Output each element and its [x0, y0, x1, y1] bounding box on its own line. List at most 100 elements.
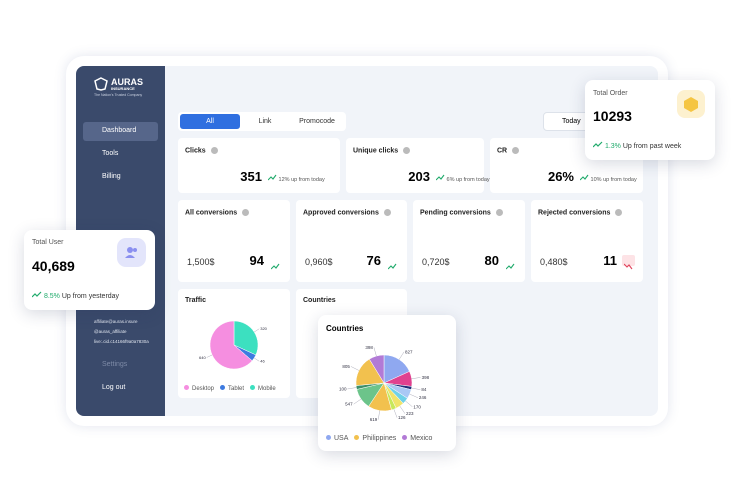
slice-label: 640 [199, 355, 206, 360]
leader-line [353, 398, 362, 405]
leader-line [347, 387, 357, 390]
slice-label: 320 [260, 326, 267, 331]
help-icon [383, 209, 391, 216]
slice-label: 46 [260, 359, 265, 364]
traffic-pie: 320 46 640 [199, 320, 268, 370]
conversion-amount: 0,480$ [540, 257, 568, 267]
total-user-value: 40,689 [32, 258, 75, 274]
leader-line [399, 405, 406, 414]
slice-label: 398 [365, 345, 373, 350]
leader-line [411, 377, 421, 379]
stat-change-text: 10% up from today [590, 177, 637, 183]
legend-item: Philippines [354, 435, 396, 442]
total-user-popup: Total User 40,689 8.5% Up from yesterday [24, 230, 155, 310]
legend-item: Desktop [184, 385, 215, 392]
nav-item[interactable]: Settings [102, 361, 128, 368]
stat-change-text: 6% up from today [446, 177, 490, 183]
legend-text: USA [334, 435, 349, 442]
nav-item[interactable]: Billing [102, 173, 121, 180]
legend-swatch [250, 385, 256, 390]
conversion-card: Approved conversions 0,960$ 76 [296, 200, 407, 282]
contact-line: live:.cid.c14166f9a0a7830a [94, 339, 149, 344]
total-user-title: Total User [32, 239, 64, 246]
stat-change-text: 12% up from today [278, 177, 325, 183]
legend-item: USA [326, 435, 348, 442]
legend-swatch [402, 435, 408, 440]
stat-label: Clicks [185, 147, 218, 154]
tab[interactable]: Promocode [299, 118, 335, 125]
trend-icon [269, 255, 282, 270]
help-icon [512, 147, 520, 154]
leader-line [378, 410, 380, 420]
help-icon [615, 209, 623, 216]
tab[interactable]: All [180, 114, 240, 129]
order-icon [677, 90, 705, 118]
slice-label: 805 [342, 364, 350, 369]
stat-label: CR [497, 147, 520, 154]
traffic-title: Traffic [185, 297, 207, 304]
conversion-amount: 1,500$ [187, 257, 215, 267]
slice-label: 619 [370, 417, 378, 422]
leader-line [254, 357, 260, 362]
change-note: Up from yesterday [61, 293, 120, 300]
change-value: 1.3% [604, 143, 621, 150]
contact-line: affiliate@auras.insure [94, 319, 138, 324]
leader-line [373, 347, 377, 357]
total-order-change: 1.3% Up from past week [592, 141, 682, 150]
brand-name: AURAS [111, 77, 144, 87]
conversion-card: All conversions 1,500$ 94 [178, 200, 290, 282]
legend-item: Mobile [250, 385, 276, 392]
leader-line [405, 400, 413, 407]
total-order-title: Total Order [593, 90, 628, 97]
stat-value: 351 [240, 169, 262, 184]
nav-active [83, 122, 158, 141]
slice-label: 170 [413, 404, 421, 409]
conversion-amount: 0,720$ [422, 257, 450, 267]
legend-text: Mobile [258, 386, 276, 392]
change-note: Up from past week [622, 143, 682, 150]
tab[interactable]: Link [258, 118, 272, 125]
nav-item[interactable]: Dashboard [102, 127, 137, 134]
slice-label: 84 [421, 387, 427, 392]
stat-change: 10% up from today [579, 174, 637, 183]
total-order-popup: Total Order 10293 1.3% Up from past week [585, 80, 715, 160]
slice-label: 100 [339, 386, 347, 391]
trend-icon [386, 255, 399, 270]
brand-tagline: The Nation's Trusted Company [94, 93, 143, 97]
legend-text: Philippines [362, 435, 397, 442]
nav-item[interactable]: Tools [102, 150, 119, 157]
help-icon [495, 209, 503, 216]
legend-swatch [326, 435, 331, 440]
conversion-count: 11 [603, 253, 617, 268]
legend-swatch [354, 435, 360, 440]
leader-line [409, 393, 419, 398]
legend-swatch [220, 385, 226, 390]
conversion-label: Pending conversions [420, 209, 503, 216]
conversion-amount: 0,960$ [305, 257, 333, 267]
conversion-card: Pending conversions 0,720$ 80 [413, 200, 525, 282]
leader-line [393, 409, 398, 418]
slice-label: 246 [419, 395, 427, 400]
trend-icon [622, 255, 635, 270]
legend-item: Tablet [220, 385, 245, 392]
legend-text: Desktop [192, 386, 215, 392]
leader-line [350, 366, 360, 371]
legend-text: Tablet [228, 386, 245, 392]
pie-slice [233, 320, 259, 356]
countries-popup-title: Countries [326, 324, 364, 333]
stat-change: 12% up from today [267, 174, 325, 183]
conversion-label: All conversions [185, 209, 250, 216]
leader-line [206, 354, 213, 358]
stat-value: 26% [547, 169, 574, 184]
legend-swatch [184, 385, 189, 390]
nav-item[interactable]: Log out [102, 384, 126, 391]
slice-label: 398 [422, 375, 430, 380]
slice-label: 126 [398, 415, 406, 420]
conversion-count: 80 [484, 253, 499, 268]
trend-icon [504, 255, 517, 270]
conversion-label: Rejected conversions [538, 209, 623, 216]
tabs: All Link Promocode [178, 112, 346, 131]
conversion-count: 76 [366, 253, 381, 268]
legend-item: Mexico [402, 435, 432, 442]
